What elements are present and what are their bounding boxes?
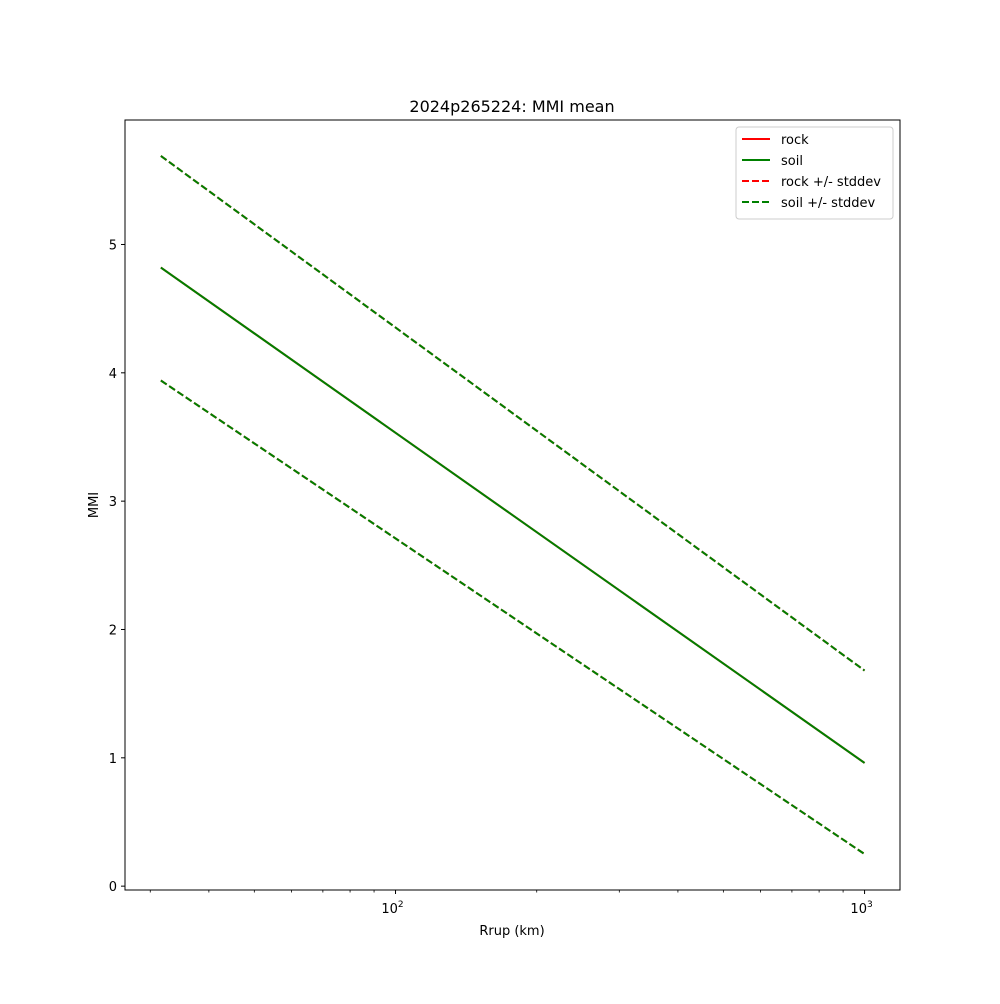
soil-stddev-line-upper [160, 155, 866, 672]
y-tick-label: 5 [109, 238, 117, 253]
legend: rock soil rock +/- stddev soil +/- stddev [735, 126, 894, 220]
x-tick-label: 103 [850, 900, 872, 917]
y-tick-label: 1 [109, 752, 117, 767]
soil-line [160, 266, 866, 764]
plot-frame [124, 119, 901, 891]
legend-label-rock-stddev: rock +/- stddev [781, 175, 881, 190]
soil-stddev-line-lower [160, 379, 866, 855]
y-tick-label: 3 [109, 495, 117, 510]
legend-label-soil-stddev: soil +/- stddev [781, 196, 876, 211]
legend-label-soil: soil [781, 154, 803, 169]
legend-box [735, 126, 894, 220]
plot-area: 0 1 2 3 4 5 102 103 [109, 119, 901, 917]
x-axis-label: Rrup (km) [479, 924, 544, 939]
y-tick-label: 0 [109, 880, 117, 895]
x-tick-label: 102 [381, 900, 403, 917]
chart-title: 2024p265224: MMI mean [409, 97, 614, 116]
legend-label-rock: rock [781, 133, 809, 148]
y-tick-label: 4 [109, 367, 117, 382]
y-axis-label: MMI [87, 492, 102, 518]
y-tick-label: 2 [109, 623, 117, 638]
